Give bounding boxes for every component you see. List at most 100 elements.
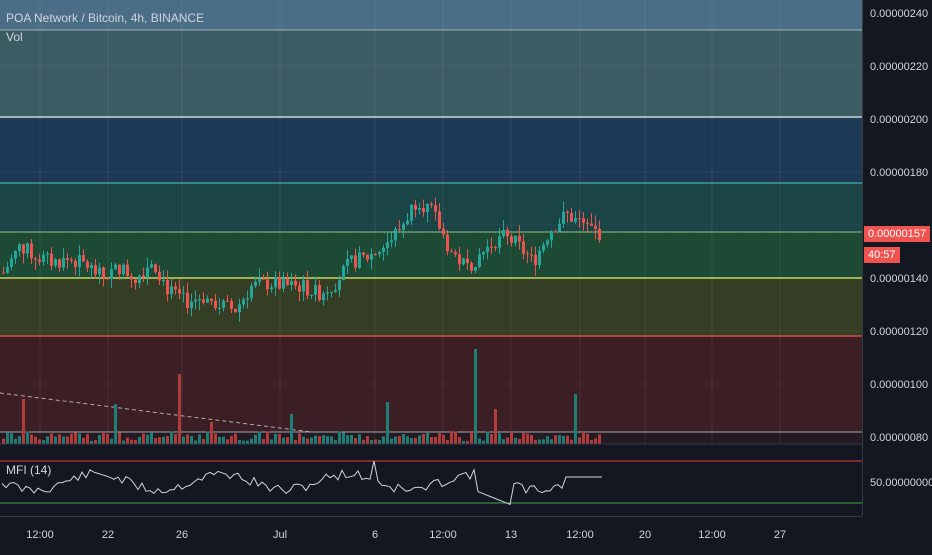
volume-bar	[282, 437, 285, 444]
volume-bar	[322, 435, 325, 444]
price-axis[interactable]: 0.00000240 0.00000220 0.00000200 0.00000180…	[862, 0, 932, 550]
volume-bar	[502, 439, 505, 444]
volume-bar	[238, 439, 241, 444]
candle-body	[514, 235, 517, 243]
candle-body	[290, 280, 293, 286]
candle-body	[534, 254, 537, 266]
volume-bar	[78, 433, 81, 444]
volume-bar	[510, 431, 513, 444]
volume-bar	[198, 434, 201, 444]
volume-bar	[150, 432, 153, 444]
volume-bar	[190, 435, 193, 444]
volume-bar	[50, 433, 53, 444]
candle-body	[510, 236, 513, 243]
volume-bar	[582, 431, 585, 444]
candle-body	[222, 300, 225, 308]
volume-bar	[386, 402, 389, 444]
volume-bar	[122, 440, 125, 444]
time-tick-label: 12:00	[566, 529, 594, 541]
volume-bar	[454, 431, 457, 444]
volume-bar	[330, 436, 333, 444]
zone-blue	[0, 117, 862, 183]
candle-body	[350, 255, 353, 259]
volume-bar	[534, 439, 537, 444]
volume-bar	[182, 436, 185, 444]
volume-bar	[438, 433, 441, 444]
volume-bar	[186, 434, 189, 444]
candle-body	[254, 281, 257, 286]
volume-bar	[214, 433, 217, 444]
volume-bar	[574, 394, 577, 444]
price-zones	[0, 0, 862, 444]
candle-body	[266, 279, 269, 290]
candle-body	[250, 285, 253, 299]
candle-body	[446, 234, 449, 252]
volume-bar	[382, 436, 385, 444]
volume-bar	[302, 436, 305, 444]
volume-bar	[234, 433, 237, 444]
candle-body	[322, 293, 325, 301]
candle-body	[210, 298, 213, 301]
volume-bar	[418, 435, 421, 444]
candle-body	[86, 261, 89, 268]
volume-bar	[338, 431, 341, 444]
candle-body	[134, 279, 137, 284]
volume-bar	[174, 433, 177, 444]
volume-bar	[138, 436, 141, 444]
volume-bar	[254, 434, 257, 444]
candle-body	[382, 248, 385, 252]
volume-bar	[194, 440, 197, 444]
volume-bar	[306, 438, 309, 444]
volume-bar	[530, 435, 533, 444]
volume-bar	[54, 436, 57, 444]
volume-bar	[158, 437, 161, 444]
candle-body	[74, 260, 77, 268]
volume-bar	[298, 433, 301, 444]
volume-bar	[22, 399, 25, 444]
candle-body	[314, 285, 317, 295]
candle-body	[258, 278, 261, 282]
candle-body	[486, 246, 489, 253]
candle-body	[474, 267, 477, 271]
candle-body	[282, 278, 285, 289]
candle-body	[50, 253, 53, 266]
time-axis[interactable]: 12:00 22 26 Jul 6 12:00 13 12:00 20 12:00 27	[0, 516, 932, 550]
volume-bar	[390, 438, 393, 444]
mfi-legend[interactable]: MFI (14)	[6, 463, 52, 477]
volume-bar	[226, 439, 229, 444]
candlesticks	[2, 197, 601, 322]
volume-bar	[258, 431, 261, 444]
time-tick-label: 27	[774, 529, 786, 541]
candle-body	[406, 220, 409, 225]
candle-body	[114, 264, 117, 270]
candle-body	[194, 299, 197, 302]
volume-bar	[586, 433, 589, 444]
time-tick-label: 12:00	[429, 529, 457, 541]
volume-bar	[94, 440, 97, 444]
volume-bar	[546, 436, 549, 444]
candle-body	[422, 208, 425, 213]
volume-bar	[522, 432, 525, 444]
candle-body	[202, 299, 205, 303]
volume-bar	[70, 433, 73, 444]
candle-body	[274, 277, 277, 288]
candle-body	[122, 264, 125, 275]
volume-bar	[310, 437, 313, 444]
volume-bar	[38, 439, 41, 444]
volume-bar	[422, 433, 425, 444]
time-ticks: 12:00 22 26 Jul 6 12:00 13 12:00 20 12:00 27	[26, 529, 786, 541]
volume-bar	[30, 434, 33, 444]
candle-body	[142, 275, 145, 278]
volume-bar	[26, 431, 29, 444]
symbol-legend[interactable]: POA Network / Bitcoin, 4h, BINANCE	[6, 11, 205, 25]
candle-body	[574, 218, 577, 222]
volume-bar	[538, 439, 541, 444]
candle-body	[398, 229, 401, 231]
volume-legend[interactable]: Vol	[6, 30, 23, 44]
candle-body	[334, 290, 337, 292]
candle-body	[198, 299, 201, 301]
candle-body	[110, 269, 113, 279]
volume-bar	[58, 434, 61, 444]
volume-bar	[206, 431, 209, 444]
